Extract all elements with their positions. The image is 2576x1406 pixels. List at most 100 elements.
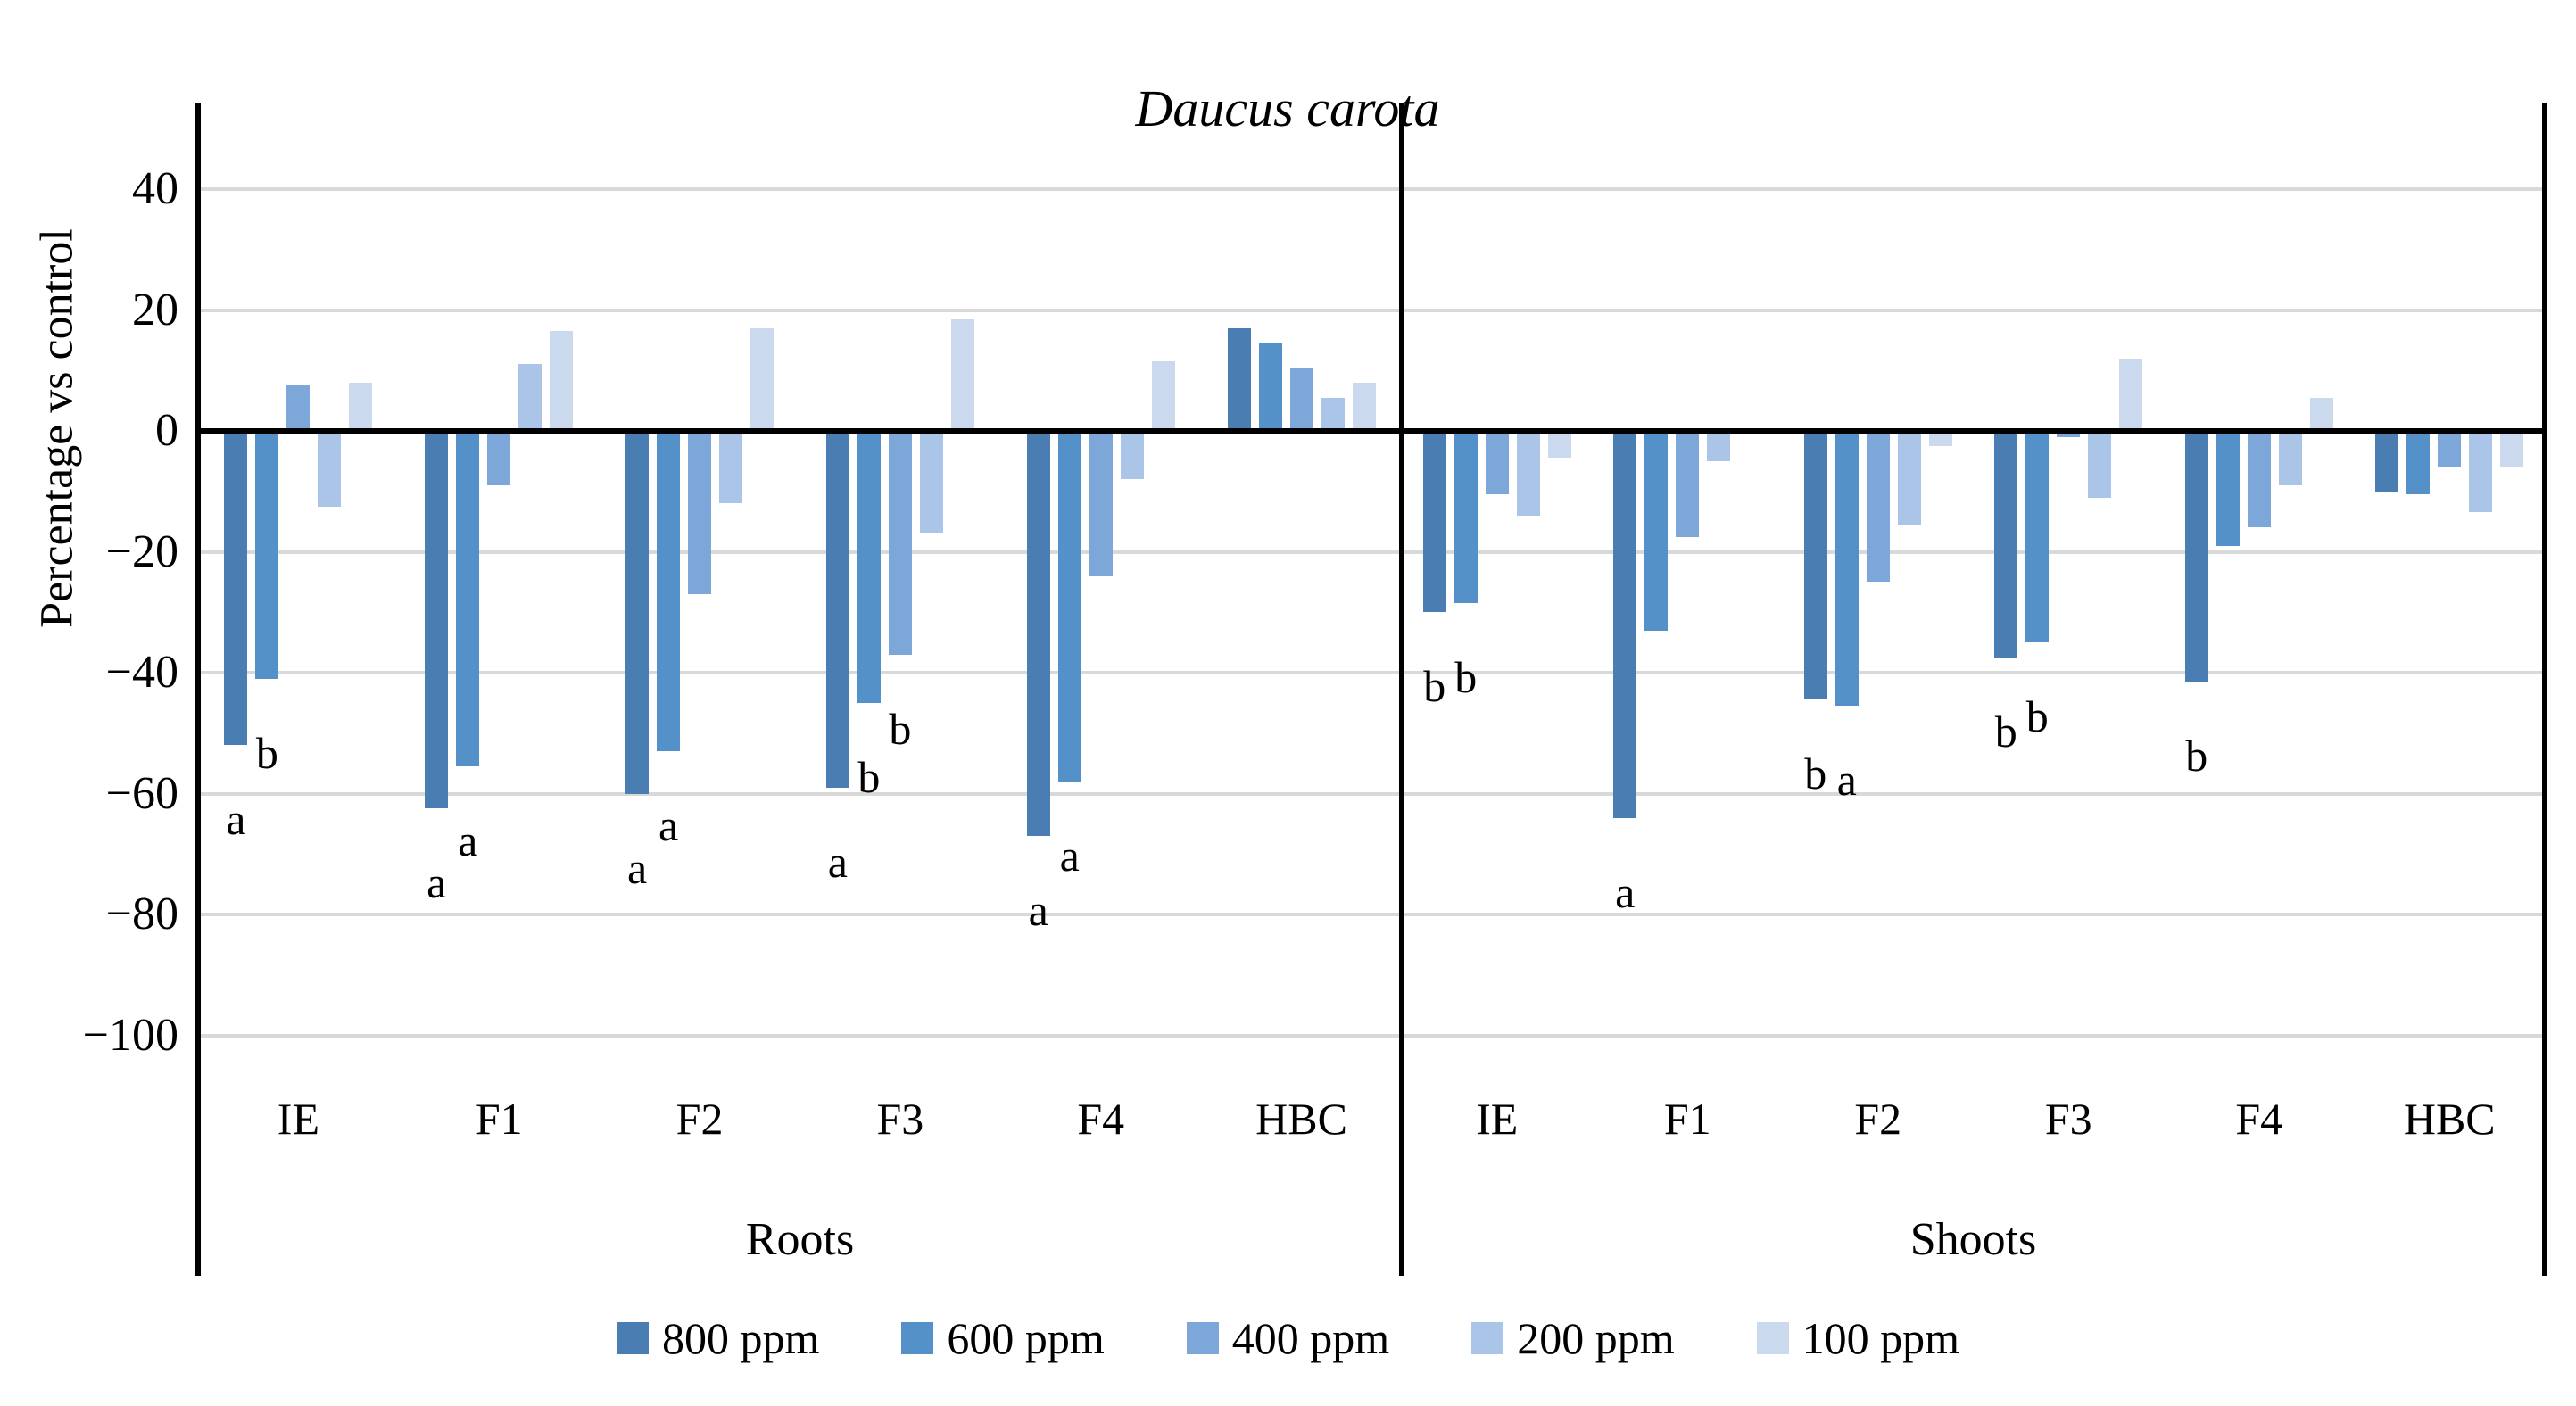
y-tick-label: −80 bbox=[105, 889, 178, 939]
legend-label: 600 ppm bbox=[947, 1313, 1105, 1363]
bar-roots-ie-400ppm bbox=[286, 385, 311, 431]
x-category-label-roots-hbc: HBC bbox=[1255, 1094, 1347, 1144]
bar-roots-f4-400ppm bbox=[1089, 431, 1113, 576]
y-tick-label: −20 bbox=[105, 525, 178, 577]
bar-roots-hbc-100ppm bbox=[1352, 382, 1376, 431]
y-tick-label: −100 bbox=[82, 1009, 178, 1061]
bar-shoots-f1-600ppm bbox=[1644, 431, 1669, 631]
bar-shoots-hbc-800ppm bbox=[2375, 431, 2399, 492]
bar-shoots-f2-100ppm bbox=[1928, 431, 1952, 446]
chart-title: Daucus carota bbox=[1135, 79, 1440, 137]
gridline--100 bbox=[198, 1033, 2545, 1038]
x-axis-zero-line bbox=[198, 428, 2545, 434]
sig-letter-roots-f3-600ppm: b bbox=[857, 751, 881, 802]
bar-roots-ie-100ppm bbox=[349, 382, 373, 431]
bar-roots-f1-100ppm bbox=[550, 331, 574, 431]
legend-item-600ppm: 600 ppm bbox=[901, 1313, 1105, 1363]
legend-label: 800 ppm bbox=[661, 1313, 820, 1363]
gridline--60 bbox=[198, 791, 2545, 796]
bar-roots-f1-400ppm bbox=[487, 431, 511, 485]
bar-roots-f4-100ppm bbox=[1151, 361, 1175, 431]
bar-shoots-f1-200ppm bbox=[1707, 431, 1731, 461]
legend-item-200ppm: 200 ppm bbox=[1471, 1313, 1675, 1363]
bar-roots-f4-600ppm bbox=[1057, 431, 1081, 782]
legend-label: 100 ppm bbox=[1802, 1313, 1960, 1363]
bar-roots-f3-800ppm bbox=[825, 431, 849, 788]
x-category-label-shoots-f1: F1 bbox=[1663, 1094, 1711, 1144]
bar-roots-f3-200ppm bbox=[919, 431, 943, 534]
bar-shoots-f2-600ppm bbox=[1835, 431, 1859, 707]
bar-shoots-f2-800ppm bbox=[1803, 431, 1827, 700]
legend-swatch-icon bbox=[1471, 1322, 1504, 1354]
bar-roots-f4-800ppm bbox=[1026, 431, 1050, 836]
legend: 800 ppm 600 ppm 400 ppm 200 ppm 100 ppm bbox=[0, 1304, 2576, 1372]
gridline-40 bbox=[198, 187, 2545, 191]
bar-shoots-f1-400ppm bbox=[1676, 431, 1700, 537]
bar-roots-f3-100ppm bbox=[950, 318, 974, 431]
sig-letter-roots-f3-800ppm: a bbox=[827, 836, 848, 887]
legend-swatch-icon bbox=[1756, 1322, 1789, 1354]
sig-letter-roots-f4-800ppm: a bbox=[1028, 884, 1048, 935]
section-divider-line bbox=[1399, 103, 1404, 1276]
legend-item-400ppm: 400 ppm bbox=[1186, 1314, 1389, 1362]
bar-roots-f1-800ppm bbox=[425, 431, 449, 809]
y-axis-line bbox=[195, 103, 201, 1276]
bar-roots-hbc-200ppm bbox=[1321, 397, 1345, 431]
bar-shoots-f4-200ppm bbox=[2278, 431, 2302, 485]
gridline--20 bbox=[198, 550, 2545, 554]
y-tick-label: 40 bbox=[132, 163, 178, 214]
bar-shoots-f3-600ppm bbox=[2025, 431, 2050, 643]
bar-roots-f2-100ppm bbox=[750, 327, 774, 431]
y-tick-label: −60 bbox=[105, 767, 178, 819]
y-tick-label: 20 bbox=[132, 284, 178, 335]
bar-roots-f3-400ppm bbox=[888, 431, 912, 655]
bar-shoots-ie-600ppm bbox=[1454, 431, 1478, 604]
sig-letter-shoots-f4-800ppm: b bbox=[2185, 731, 2208, 782]
x-category-label-shoots-hbc: HBC bbox=[2403, 1094, 2496, 1144]
sig-letter-roots-ie-800ppm: a bbox=[226, 794, 246, 845]
sig-letter-shoots-ie-800ppm: b bbox=[1423, 661, 1446, 712]
bar-roots-hbc-400ppm bbox=[1289, 367, 1313, 431]
legend-swatch-icon bbox=[616, 1322, 649, 1354]
x-section-label-roots: Roots bbox=[745, 1214, 855, 1265]
bar-roots-hbc-600ppm bbox=[1258, 343, 1282, 431]
bar-roots-f4-200ppm bbox=[1120, 431, 1144, 480]
x-category-label-shoots-f3: F3 bbox=[2044, 1094, 2092, 1144]
gridline--40 bbox=[198, 671, 2545, 674]
sig-letter-roots-f2-800ppm: a bbox=[626, 842, 648, 893]
bar-shoots-f3-800ppm bbox=[1994, 431, 2018, 658]
bar-roots-hbc-800ppm bbox=[1227, 327, 1251, 431]
bar-roots-f1-200ppm bbox=[518, 364, 543, 431]
sig-letter-shoots-f3-600ppm: b bbox=[2025, 691, 2049, 742]
bar-shoots-f3-200ppm bbox=[2088, 431, 2112, 498]
bar-roots-f2-600ppm bbox=[657, 431, 681, 752]
plot-right-border bbox=[2542, 103, 2547, 1276]
bar-roots-ie-800ppm bbox=[224, 431, 248, 746]
bar-shoots-hbc-100ppm bbox=[2500, 431, 2524, 467]
bar-shoots-f2-400ppm bbox=[1866, 431, 1890, 583]
x-category-label-roots-f2: F2 bbox=[675, 1094, 724, 1144]
sig-letter-roots-f3-400ppm: b bbox=[889, 703, 912, 754]
x-category-label-shoots-ie: IE bbox=[1476, 1094, 1519, 1144]
legend-label: 200 ppm bbox=[1517, 1313, 1675, 1363]
sig-letter-shoots-ie-600ppm: b bbox=[1454, 652, 1478, 703]
bar-shoots-hbc-200ppm bbox=[2469, 431, 2493, 513]
sig-letter-shoots-f2-800ppm: b bbox=[1804, 748, 1827, 799]
y-tick-label: −40 bbox=[105, 647, 178, 698]
x-category-label-roots-ie: IE bbox=[277, 1094, 319, 1144]
x-category-label-shoots-f2: F2 bbox=[1854, 1094, 1902, 1144]
bar-roots-ie-200ppm bbox=[318, 431, 342, 507]
x-category-label-roots-f3: F3 bbox=[876, 1094, 924, 1144]
sig-letter-roots-f4-600ppm: a bbox=[1059, 830, 1080, 881]
sig-letter-roots-f2-600ppm: a bbox=[658, 800, 679, 851]
x-category-label-roots-f1: F1 bbox=[475, 1094, 523, 1144]
bar-shoots-f1-800ppm bbox=[1613, 431, 1637, 818]
bar-roots-f2-800ppm bbox=[625, 431, 650, 794]
bar-shoots-hbc-400ppm bbox=[2438, 431, 2462, 467]
gridline-20 bbox=[198, 308, 2545, 312]
x-category-label-roots-f4: F4 bbox=[1077, 1094, 1125, 1144]
bar-shoots-ie-200ppm bbox=[1516, 431, 1540, 516]
sig-letter-shoots-f3-800ppm: b bbox=[1994, 707, 2017, 757]
sig-letter-shoots-f2-600ppm: a bbox=[1836, 755, 1857, 806]
